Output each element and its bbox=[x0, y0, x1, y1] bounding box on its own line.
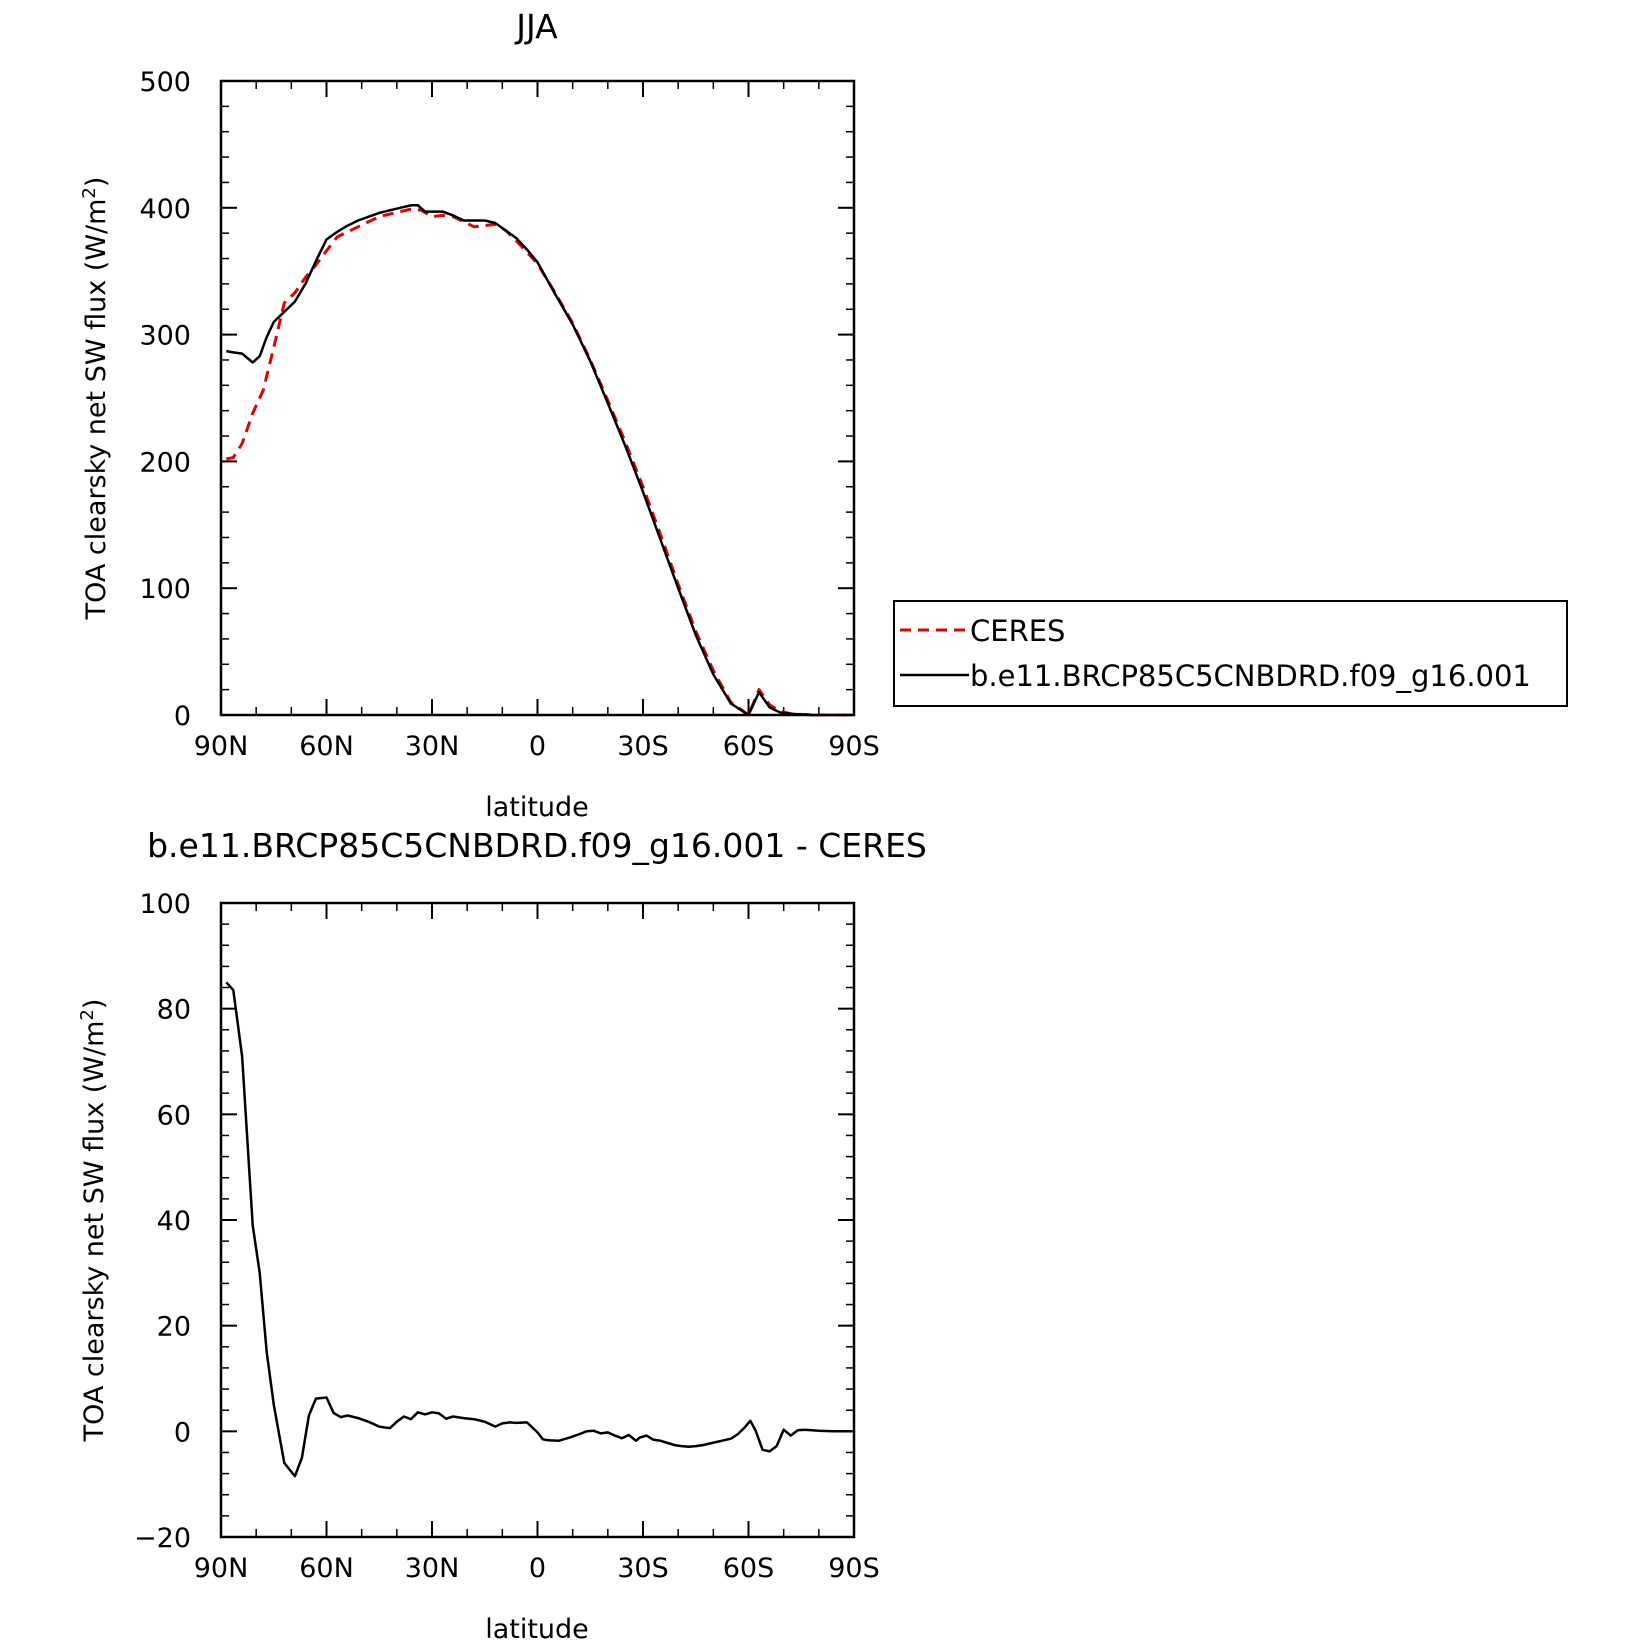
legend-label-model: b.e11.BRCP85C5CNBDRD.f09_g16.001 bbox=[970, 659, 1531, 693]
top-panel: JJA 90N 60N 30N 0 30S 60S 90S 0 100 200 300 400 500… bbox=[79, 7, 880, 823]
bottom-y-tick-label: 20 bbox=[157, 1312, 191, 1343]
top-ticks bbox=[220, 80, 855, 716]
bottom-y-tick-label: −20 bbox=[134, 1523, 191, 1554]
top-x-tick-label: 30N bbox=[405, 731, 460, 762]
bottom-x-tick-label: 90N bbox=[194, 1553, 249, 1584]
bottom-ticks bbox=[220, 902, 855, 1538]
top-x-tick-label: 30S bbox=[617, 731, 669, 762]
bottom-y-tick-label: 100 bbox=[139, 889, 191, 920]
top-x-tick-label: 90S bbox=[828, 731, 880, 762]
top-y-tick-label: 400 bbox=[139, 194, 191, 225]
top-x-tick-label: 60S bbox=[723, 731, 775, 762]
bottom-y-tick-label: 60 bbox=[157, 1100, 191, 1131]
top-y-tick-label: 300 bbox=[139, 321, 191, 352]
top-y-axis-title: TOA clearsky net SW flux (W/m2) bbox=[79, 177, 113, 621]
bottom-panel: b.e11.BRCP85C5CNBDRD.f09_g16.001 - CERES… bbox=[77, 826, 927, 1645]
bottom-x-tick-label: 60N bbox=[299, 1553, 354, 1584]
top-x-tick-label: 0 bbox=[529, 731, 546, 762]
top-y-tick-label: 500 bbox=[139, 67, 191, 98]
legend-label-ceres: CERES bbox=[970, 614, 1065, 648]
top-y-tick-label: 0 bbox=[174, 701, 191, 732]
top-series-line-ceres bbox=[226, 207, 853, 717]
top-y-tick-label: 100 bbox=[139, 574, 191, 605]
bottom-x-tick-labels: 90N 60N 30N 0 30S 60S 90S bbox=[194, 1553, 880, 1584]
top-chart-title: JJA bbox=[514, 7, 558, 46]
top-series bbox=[226, 204, 853, 717]
top-plot-frame bbox=[219, 79, 856, 717]
top-x-tick-labels: 90N 60N 30N 0 30S 60S 90S bbox=[194, 731, 880, 762]
top-x-tick-label: 90N bbox=[194, 731, 249, 762]
bottom-y-tick-label: 80 bbox=[157, 995, 191, 1026]
top-y-tick-label: 200 bbox=[139, 447, 191, 478]
bottom-y-tick-label: 0 bbox=[174, 1417, 191, 1448]
top-series-line-model bbox=[226, 204, 853, 717]
bottom-x-tick-label: 30S bbox=[617, 1553, 669, 1584]
bottom-x-tick-label: 0 bbox=[529, 1553, 546, 1584]
bottom-y-axis-title: TOA clearsky net SW flux (W/m2) bbox=[77, 999, 111, 1443]
bottom-x-tick-label: 60S bbox=[723, 1553, 775, 1584]
top-x-tick-label: 60N bbox=[299, 731, 354, 762]
legend: CERES b.e11.BRCP85C5CNBDRD.f09_g16.001 bbox=[893, 600, 1568, 707]
top-x-axis-title: latitude bbox=[485, 792, 589, 823]
bottom-series bbox=[225, 981, 853, 1478]
bottom-x-axis-title: latitude bbox=[485, 1614, 589, 1645]
bottom-y-tick-labels: −20 0 20 40 60 80 100 bbox=[134, 889, 191, 1554]
bottom-chart-title: b.e11.BRCP85C5CNBDRD.f09_g16.001 - CERES bbox=[147, 826, 927, 865]
bottom-series-line-model bbox=[225, 981, 853, 1478]
top-y-tick-labels: 0 100 200 300 400 500 bbox=[139, 67, 191, 732]
legend-box bbox=[893, 600, 1568, 707]
bottom-x-tick-label: 30N bbox=[405, 1553, 460, 1584]
bottom-y-tick-label: 40 bbox=[157, 1206, 191, 1237]
bottom-x-tick-label: 90S bbox=[828, 1553, 880, 1584]
